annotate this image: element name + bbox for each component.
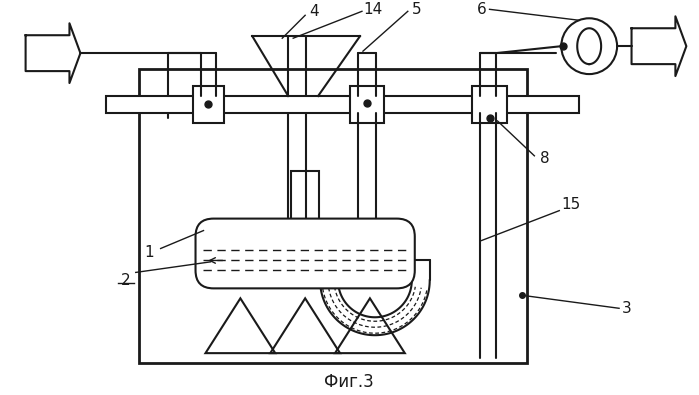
Text: 15: 15 bbox=[561, 197, 581, 212]
Text: Фиг.3: Фиг.3 bbox=[324, 373, 374, 391]
Text: 2: 2 bbox=[121, 273, 131, 288]
Text: 3: 3 bbox=[622, 301, 632, 316]
Bar bbox=[472, 86, 507, 123]
Text: 5: 5 bbox=[412, 2, 421, 17]
FancyBboxPatch shape bbox=[196, 218, 415, 288]
Text: 6: 6 bbox=[477, 2, 487, 17]
Bar bbox=[291, 171, 319, 223]
Text: 1: 1 bbox=[144, 245, 154, 260]
Bar bbox=[106, 96, 579, 113]
Bar bbox=[192, 86, 224, 123]
Bar bbox=[350, 86, 384, 123]
Text: 8: 8 bbox=[540, 151, 549, 166]
Text: 4: 4 bbox=[310, 4, 319, 19]
Text: 14: 14 bbox=[363, 2, 382, 17]
Bar bbox=[138, 69, 527, 363]
